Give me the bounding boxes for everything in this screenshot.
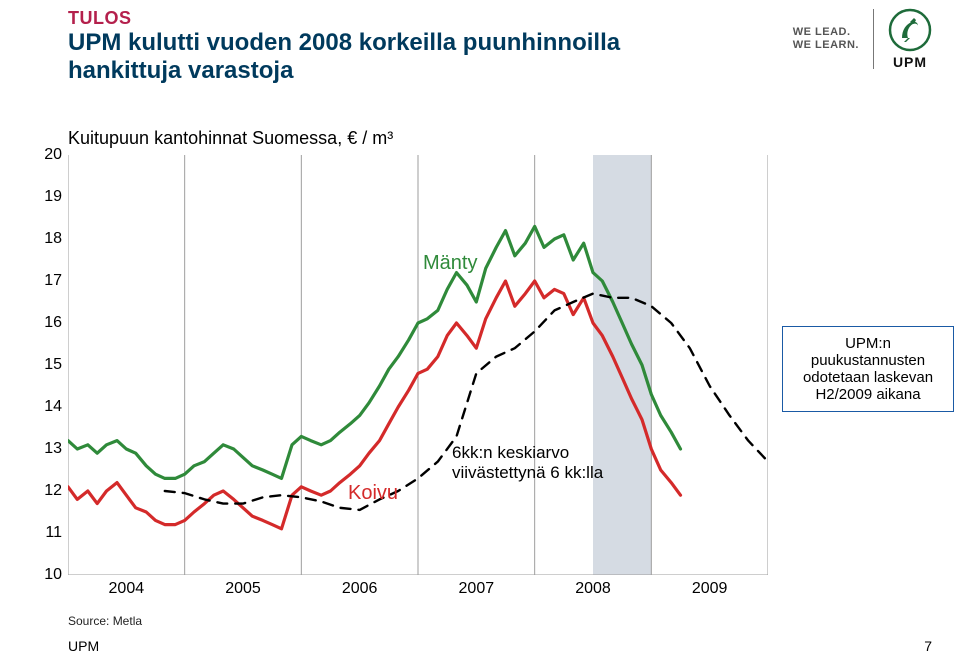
x-tick-label: 2005 <box>225 580 261 598</box>
chart-svg <box>68 155 768 575</box>
chart-subtitle: Kuitupuun kantohinnat Suomessa, € / m³ <box>68 128 393 149</box>
upm-logo: UPM <box>888 8 932 70</box>
footer-page-number: 7 <box>924 638 932 654</box>
tagline-line-1: WE LEAD. <box>793 26 851 38</box>
x-tick-label: 2006 <box>342 580 378 598</box>
tagline-line-2: WE LEARN. <box>793 39 859 51</box>
y-tick-label: 19 <box>44 188 62 206</box>
eyebrow-label: TULOS <box>68 8 780 29</box>
series-label-avg: 6kk:n keskiarvo viivästettynä 6 kk:lla <box>452 443 603 482</box>
avg-label-line-2: viivästettynä 6 kk:lla <box>452 463 603 482</box>
title-line-1: UPM kulutti vuoden 2008 korkeilla puunhi… <box>68 29 620 56</box>
y-tick-label: 15 <box>44 356 62 374</box>
y-tick-label: 11 <box>45 524 62 542</box>
title-line-2: hankittuja varastoja <box>68 57 293 84</box>
slide: TULOS UPM kulutti vuoden 2008 korkeilla … <box>0 0 960 668</box>
y-tick-label: 12 <box>44 482 62 500</box>
y-tick-label: 14 <box>44 398 62 416</box>
y-tick-label: 16 <box>44 314 62 332</box>
series-label-manty: Mänty <box>423 252 477 275</box>
slide-title: UPM kulutti vuoden 2008 korkeilla puunhi… <box>68 29 780 84</box>
header: TULOS UPM kulutti vuoden 2008 korkeilla … <box>68 8 780 84</box>
x-tick-label: 2004 <box>109 580 145 598</box>
avg-label-line-1: 6kk:n keskiarvo <box>452 443 569 462</box>
footer-source: Source: Metla <box>68 614 142 628</box>
annotation-callout: UPM:n puukustannusten odotetaan laskevan… <box>782 326 954 412</box>
griffin-icon <box>888 8 932 52</box>
x-tick-label: 2009 <box>692 580 728 598</box>
logo-separator <box>873 9 874 69</box>
y-tick-label: 20 <box>44 146 62 164</box>
x-tick-label: 2008 <box>575 580 611 598</box>
footer-brand: UPM <box>68 638 99 654</box>
logo-label: UPM <box>893 54 927 70</box>
y-tick-label: 13 <box>44 440 62 458</box>
series-label-koivu: Koivu <box>348 482 398 505</box>
y-tick-label: 10 <box>44 566 62 584</box>
tagline: WE LEAD. WE LEARN. <box>793 26 859 52</box>
logo-block: WE LEAD. WE LEARN. UPM <box>793 8 932 70</box>
chart: Mänty Koivu 6kk:n keskiarvo viivästettyn… <box>68 155 768 575</box>
y-tick-label: 17 <box>44 272 62 290</box>
x-tick-label: 2007 <box>459 580 495 598</box>
y-tick-label: 18 <box>44 230 62 248</box>
